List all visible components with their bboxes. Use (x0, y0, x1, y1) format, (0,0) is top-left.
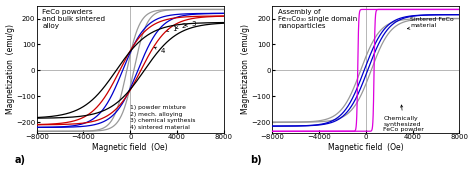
Text: 2: 2 (176, 23, 186, 29)
Text: Sintered FeCo
material: Sintered FeCo material (407, 17, 454, 29)
Text: Chemically
synthesized
FeCo powder: Chemically synthesized FeCo powder (383, 105, 424, 132)
Text: 3: 3 (185, 21, 196, 27)
Text: 1: 1 (166, 26, 177, 32)
Y-axis label: Magnetization  (emu/g): Magnetization (emu/g) (6, 24, 15, 114)
X-axis label: Magnetic field  (Oe): Magnetic field (Oe) (328, 143, 404, 152)
Text: FeCo powders
and bulk sintered
alloy: FeCo powders and bulk sintered alloy (42, 9, 105, 29)
Text: b): b) (250, 155, 262, 165)
X-axis label: Magnetic field  (Oe): Magnetic field (Oe) (92, 143, 168, 152)
Text: Assembly of
Fe₇₀Co₃₀ single domain
nanoparticles: Assembly of Fe₇₀Co₃₀ single domain nanop… (278, 9, 357, 29)
Y-axis label: Magnetization  (emu/g): Magnetization (emu/g) (241, 24, 250, 114)
Text: 4: 4 (155, 47, 165, 54)
Text: 1) powder mixture
2) mech. alloying
3) chemical synthesis
4) sintered material: 1) powder mixture 2) mech. alloying 3) c… (130, 105, 196, 130)
Text: a): a) (14, 155, 25, 165)
